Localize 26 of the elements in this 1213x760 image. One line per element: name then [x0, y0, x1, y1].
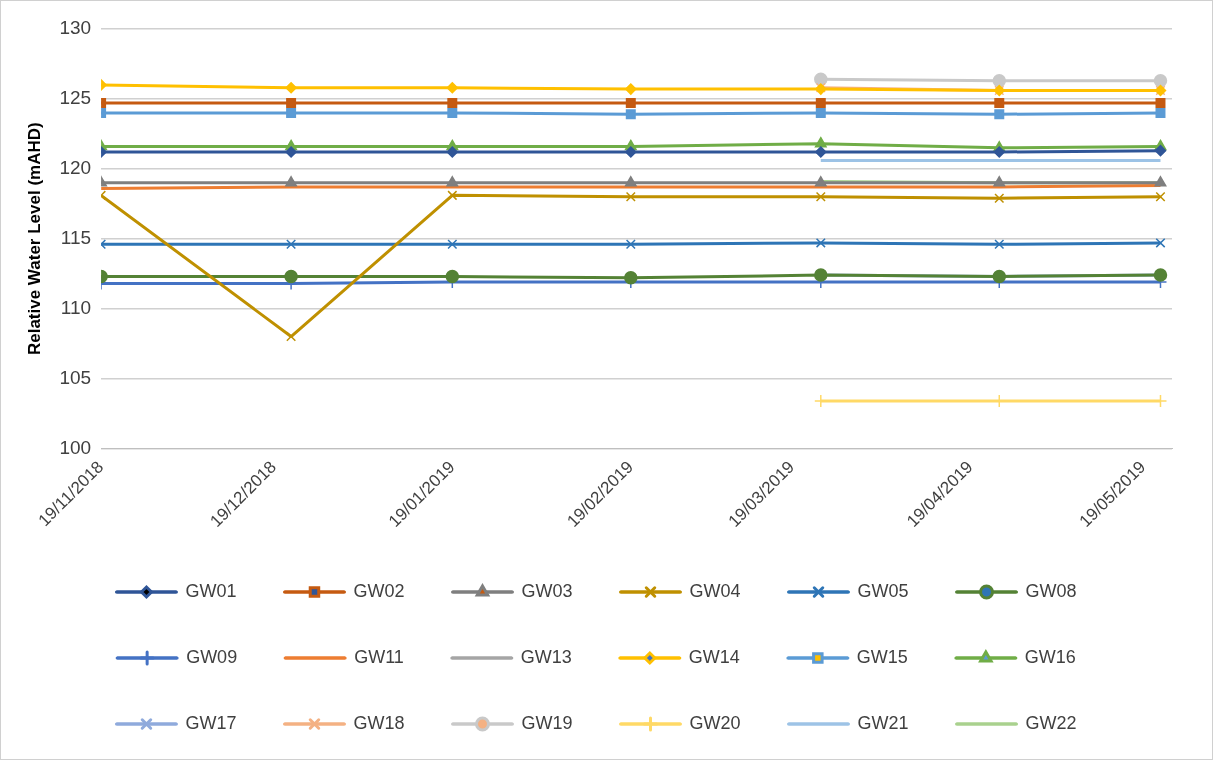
legend-label: GW11 — [354, 646, 404, 667]
legend-label: GW19 — [521, 712, 573, 733]
y-tick-label: 100 — [59, 436, 92, 458]
legend-label: GW14 — [688, 646, 740, 667]
legend-label: GW16 — [1024, 646, 1076, 667]
legend-label: GW21 — [857, 712, 909, 733]
legend-label: GW20 — [689, 712, 741, 733]
y-axis-title: Relative Water Level (mAHD) — [24, 122, 44, 356]
legend-label: GW05 — [857, 580, 909, 601]
y-tick-label: 125 — [59, 87, 92, 109]
y-tick-label: 130 — [59, 17, 92, 39]
y-tick-label: 110 — [60, 296, 92, 318]
legend-label: GW02 — [353, 580, 405, 601]
y-tick-label: 120 — [59, 157, 92, 179]
legend-label: GW08 — [1025, 580, 1077, 601]
y-tick-label: 115 — [60, 226, 92, 248]
legend-label: GW15 — [856, 646, 908, 667]
legend-label: GW13 — [520, 646, 572, 667]
legend-label: GW03 — [521, 580, 573, 601]
y-tick-label: 105 — [59, 366, 92, 388]
legend-label: GW04 — [689, 580, 741, 601]
legend-label: GW22 — [1025, 712, 1077, 733]
legend-label: GW01 — [185, 580, 237, 601]
legend-label: GW17 — [185, 712, 237, 733]
legend-label: GW18 — [353, 712, 405, 733]
legend-label: GW09 — [186, 646, 238, 667]
